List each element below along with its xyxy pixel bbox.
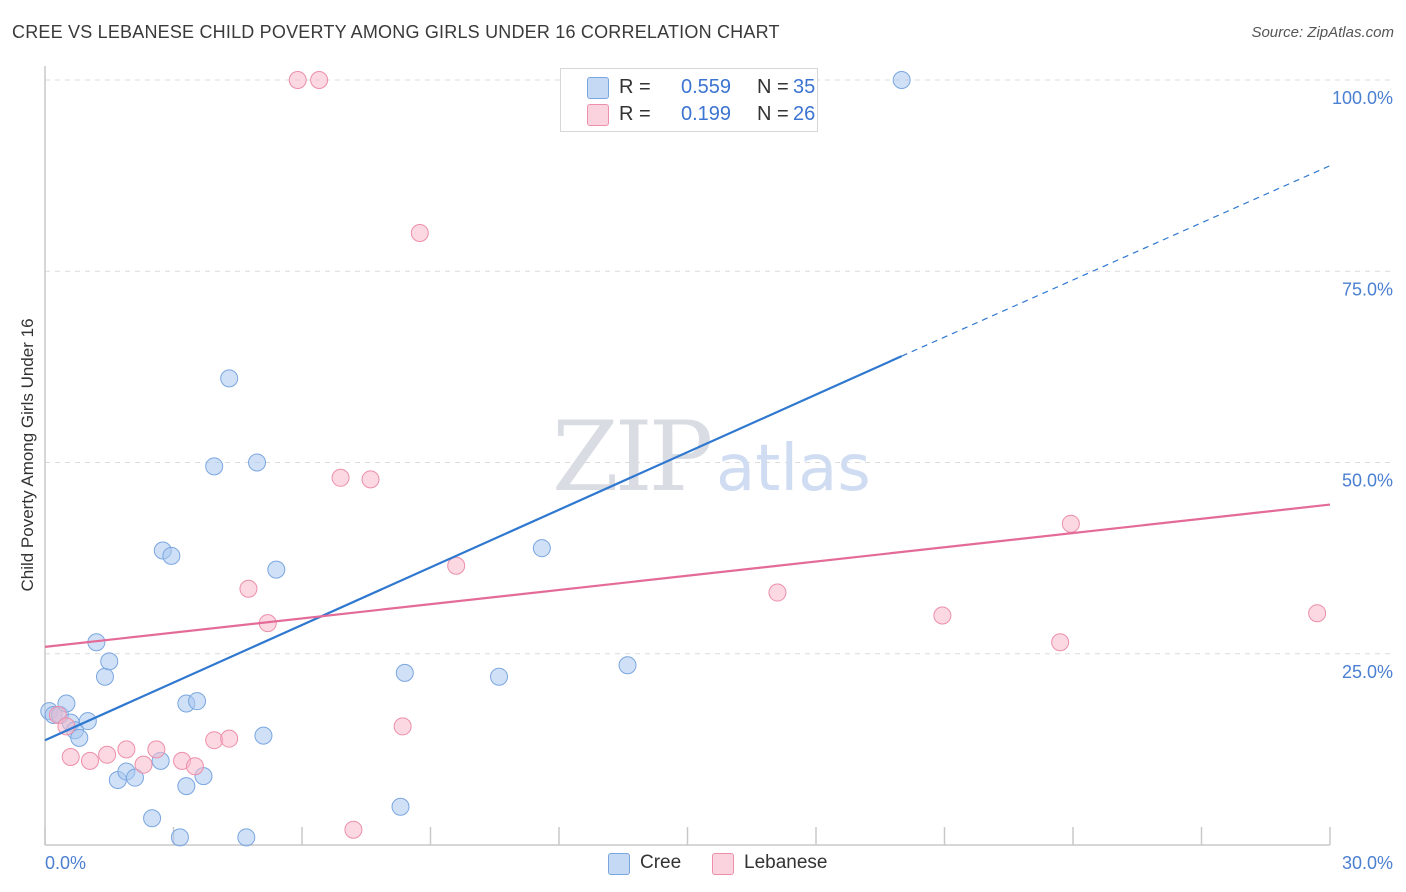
data-points	[40, 71, 1327, 847]
trend-line-cree-extension	[901, 165, 1331, 357]
point-lebanese	[447, 556, 466, 575]
y-tick-label: 100.0%	[1332, 88, 1393, 108]
point-cree	[95, 667, 114, 686]
cree-swatch	[587, 77, 609, 99]
point-lebanese	[80, 751, 99, 770]
point-lebanese	[933, 606, 952, 625]
point-cree	[892, 71, 911, 89]
point-lebanese	[410, 224, 429, 242]
r-value: 0.559	[681, 76, 732, 98]
point-lebanese	[1308, 604, 1327, 623]
legend-label-cree: Cree	[640, 852, 682, 873]
point-lebanese	[239, 579, 258, 598]
watermark-atlas: atlas	[716, 432, 871, 506]
point-cree	[220, 369, 239, 388]
r-label: R =	[619, 103, 651, 125]
tick-labels: 25.0% 50.0% 75.0% 100.0% 0.0% 30.0%	[45, 88, 1393, 873]
point-cree	[395, 663, 414, 682]
x-tick-label: 0.0%	[45, 853, 86, 873]
y-tick-label: 50.0%	[1342, 471, 1393, 491]
point-cree	[490, 667, 509, 686]
source-credit: Source: ZipAtlas.com	[1251, 24, 1394, 41]
r-label: R =	[619, 76, 651, 98]
point-lebanese	[185, 757, 204, 776]
point-lebanese	[220, 729, 239, 748]
point-cree	[177, 777, 196, 796]
n-value: 35	[793, 76, 816, 98]
lebanese-swatch	[587, 104, 609, 126]
point-lebanese	[288, 71, 307, 89]
point-cree	[143, 809, 162, 828]
point-cree	[162, 546, 181, 565]
point-lebanese	[61, 748, 80, 767]
point-cree	[618, 656, 637, 675]
point-lebanese	[1051, 633, 1070, 652]
point-cree	[125, 768, 144, 787]
point-lebanese	[331, 468, 350, 487]
x-tick-label: 30.0%	[1342, 853, 1393, 873]
point-cree	[188, 692, 207, 711]
point-lebanese	[98, 745, 117, 764]
point-lebanese	[1061, 514, 1080, 533]
point-cree	[248, 453, 267, 472]
point-lebanese	[768, 583, 787, 602]
n-label: N =	[757, 103, 789, 125]
lebanese-swatch	[712, 853, 734, 875]
correlation-legend: R = 0.559 N = 35 R = 0.199 N = 26	[560, 68, 818, 132]
point-cree	[205, 457, 224, 476]
point-cree	[100, 652, 119, 671]
point-lebanese	[361, 470, 380, 489]
point-lebanese	[147, 740, 166, 759]
point-cree	[237, 828, 256, 847]
y-tick-label: 75.0%	[1342, 279, 1393, 299]
point-lebanese	[393, 717, 412, 736]
trend-line-lebanese	[44, 503, 1331, 648]
y-tick-label: 25.0%	[1342, 662, 1393, 682]
point-lebanese	[117, 740, 136, 759]
point-cree	[70, 728, 89, 747]
point-lebanese	[134, 755, 153, 774]
legend-label-lebanese: Lebanese	[744, 852, 828, 873]
trend-line-cree	[44, 355, 903, 742]
watermark-zip: ZIP	[552, 401, 711, 513]
point-cree	[254, 726, 273, 745]
point-cree	[170, 828, 189, 847]
point-lebanese	[344, 820, 363, 839]
r-value: 0.199	[681, 103, 732, 125]
point-cree	[267, 560, 286, 579]
point-lebanese	[310, 71, 329, 89]
point-lebanese	[205, 731, 224, 750]
trend-lines	[44, 165, 1331, 742]
point-cree	[391, 797, 410, 816]
cree-swatch	[608, 853, 630, 875]
grid-lines	[45, 79, 1394, 655]
n-label: N =	[757, 76, 789, 98]
n-value: 26	[793, 103, 816, 125]
chart-title: CREE VS LEBANESE CHILD POVERTY AMONG GIR…	[12, 22, 780, 42]
point-cree	[532, 539, 551, 558]
